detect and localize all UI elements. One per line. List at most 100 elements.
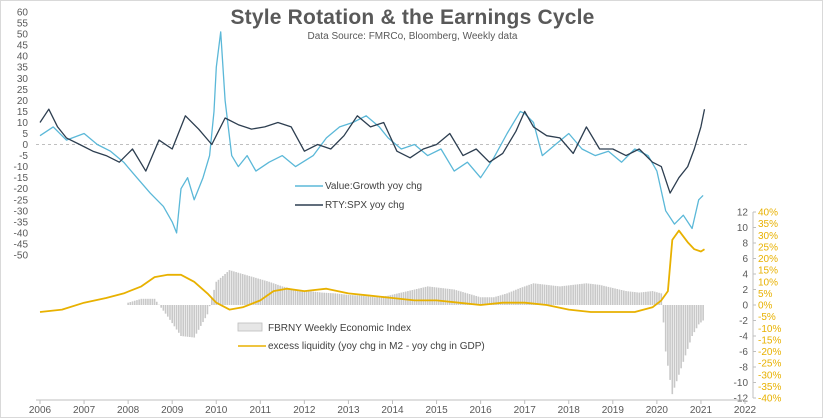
x-tick-label: 2007 [73, 405, 96, 416]
legend-swatch [237, 322, 263, 332]
economic-index-bar [151, 298, 154, 305]
economic-index-bar [272, 283, 275, 305]
x-tick-label: 2020 [646, 405, 669, 416]
economic-index-bar [607, 286, 610, 305]
economic-index-bar [263, 280, 266, 305]
economic-index-bar [603, 285, 605, 305]
economic-index-bar [235, 272, 237, 305]
economic-index-bar [204, 305, 207, 319]
chart-subtitle: Data Source: FMRCo, Bloomberg, Weekly da… [307, 31, 518, 42]
economic-index-bar [512, 290, 515, 305]
x-axis: 2006 2007 2008 2009 2010 2011 2012 2013 2014 2015… [29, 399, 757, 416]
right-axis: 12 10 8 6 4 2 0 -2 -4 -6 -8 -10 -12 [734, 208, 756, 405]
economic-index-bar [239, 273, 242, 305]
economic-index-bar [700, 305, 702, 323]
economic-index-bar [471, 294, 473, 305]
percent-tick-label: -25% [758, 359, 781, 370]
economic-index-bar [570, 285, 572, 305]
economic-index-bar [336, 293, 339, 305]
economic-index-bar [290, 288, 292, 305]
economic-index-bar [618, 289, 621, 305]
economic-index-bar [508, 292, 511, 305]
economic-index-bar [475, 295, 478, 305]
economic-index-bar [446, 288, 449, 305]
economic-index-bar [296, 289, 299, 305]
economic-index-bar [477, 296, 480, 305]
economic-index-bar [453, 289, 455, 305]
percent-tick-label: -15% [758, 335, 781, 346]
economic-index-bar [686, 305, 689, 349]
economic-index-bar [581, 283, 583, 305]
economic-index-bar [206, 305, 209, 315]
economic-index-bar [448, 288, 451, 305]
economic-index-bars [127, 270, 704, 395]
economic-index-bar [133, 300, 136, 305]
economic-index-bar [270, 282, 273, 305]
economic-index-bar [431, 286, 433, 305]
x-tick-label: 2013 [337, 405, 360, 416]
economic-index-bar [442, 288, 444, 305]
right-tick-label: 8 [742, 239, 748, 250]
economic-index-bar [171, 305, 173, 324]
economic-index-bar [160, 305, 162, 308]
economic-index-bar [222, 275, 224, 305]
economic-index-bar [515, 289, 517, 305]
left-tick-label: -30 [14, 206, 29, 217]
economic-index-bar [299, 290, 301, 305]
economic-index-bar [420, 287, 422, 305]
left-tick-label: -40 [14, 228, 29, 239]
economic-index-bar [285, 287, 288, 305]
legend-label: RTY:SPX yoy chg [325, 200, 404, 211]
economic-index-bar [631, 291, 634, 305]
economic-index-bar [510, 291, 513, 305]
economic-index-bar [387, 295, 389, 305]
percent-tick-label: -40% [758, 394, 781, 405]
economic-index-bar [482, 297, 484, 305]
percent-tick-label: 0% [758, 301, 773, 312]
economic-index-bar [385, 295, 387, 305]
economic-index-bar [261, 279, 264, 305]
right-tick-label: 2 [742, 285, 748, 296]
economic-index-bar [195, 305, 198, 334]
economic-index-bar [680, 305, 682, 369]
economic-index-bar [186, 305, 189, 337]
economic-index-bar [468, 294, 471, 305]
economic-index-bar [281, 286, 284, 305]
economic-index-bar [697, 305, 700, 325]
economic-index-bar [277, 284, 279, 305]
economic-index-bar [552, 285, 555, 305]
economic-index-bar [578, 284, 581, 305]
economic-index-bar [678, 305, 680, 375]
economic-index-bar [144, 298, 147, 305]
economic-index-bar [457, 290, 460, 305]
economic-index-bar [142, 298, 145, 305]
economic-index-bar [365, 296, 367, 305]
economic-index-bar [162, 305, 165, 311]
economic-index-bar [343, 294, 345, 305]
left-tick-label: 10 [17, 118, 29, 129]
economic-index-bar [645, 291, 647, 305]
economic-index-bar [418, 288, 420, 305]
economic-index-bar [274, 284, 277, 305]
left-tick-label: 25 [17, 85, 29, 96]
percent-tick-label: 35% [758, 219, 778, 230]
economic-index-bar [667, 305, 669, 366]
economic-index-bar [554, 285, 557, 305]
economic-index-bar [363, 295, 365, 305]
left-tick-label: -5 [19, 151, 28, 162]
economic-index-bar [217, 279, 220, 305]
economic-index-bar [164, 305, 167, 314]
economic-index-bar [228, 270, 231, 305]
economic-index-bar [504, 294, 506, 305]
economic-index-bar [523, 286, 526, 305]
economic-index-bar [627, 291, 630, 305]
economic-index-bar [587, 283, 590, 305]
economic-index-bar [241, 274, 244, 305]
economic-index-bar [259, 279, 262, 305]
economic-index-bar [612, 287, 614, 305]
economic-index-bar [316, 292, 319, 305]
economic-index-bar [252, 277, 255, 305]
economic-index-bar [691, 305, 693, 336]
economic-index-bar [230, 270, 233, 305]
economic-index-bar [550, 285, 552, 305]
